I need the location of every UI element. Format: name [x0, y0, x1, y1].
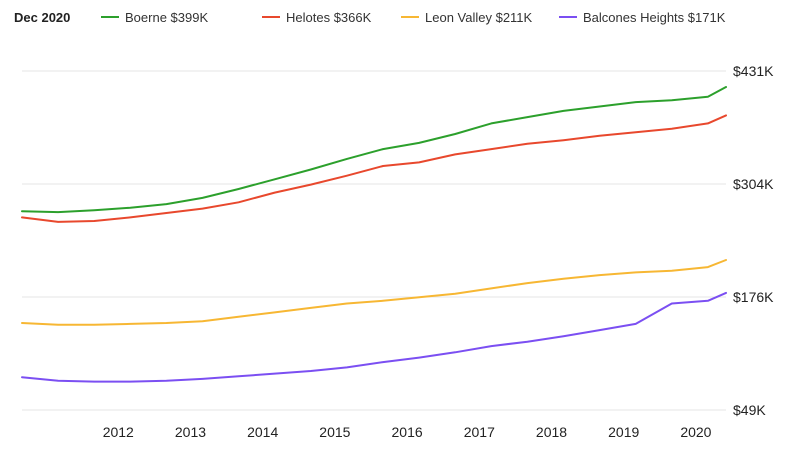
series-line: [21, 291, 727, 383]
x-tick-label: 2017: [464, 424, 495, 440]
y-tick-label: $176K: [733, 289, 774, 305]
x-tick-label: 2013: [175, 424, 206, 440]
y-tick-label: $49K: [733, 402, 766, 418]
legend-label: Helotes $366K: [286, 10, 372, 25]
y-axis-ticks: $49K $176K $304K $431K: [733, 63, 774, 418]
y-tick-label: $431K: [733, 63, 774, 79]
x-axis-ticks: 2012 2013 2014 2015 2016 2017 2018 2019 2020: [103, 424, 712, 440]
series-lines: [21, 86, 727, 383]
x-tick-label: 2019: [608, 424, 639, 440]
y-tick-label: $304K: [733, 176, 774, 192]
series-line: [21, 86, 727, 214]
legend: Dec 2020 Boerne $399K Helotes $366K Leon V…: [14, 10, 726, 25]
x-tick-label: 2014: [247, 424, 278, 440]
x-tick-label: 2012: [103, 424, 134, 440]
x-tick-label: 2018: [536, 424, 567, 440]
x-tick-label: 2015: [319, 424, 350, 440]
x-tick-label: 2020: [680, 424, 711, 440]
grid-lines: [22, 70, 726, 411]
series-line: [21, 114, 727, 223]
x-tick-label: 2016: [392, 424, 423, 440]
legend-label: Boerne $399K: [125, 10, 208, 25]
date-label: Dec 2020: [14, 10, 70, 25]
legend-label: Balcones Heights $171K: [583, 10, 726, 25]
series-line: [21, 259, 727, 326]
legend-label: Leon Valley $211K: [425, 10, 533, 25]
